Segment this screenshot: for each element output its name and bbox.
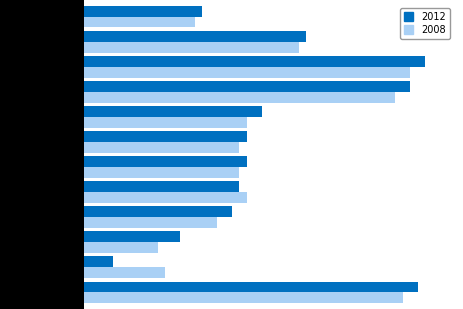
Bar — [83, 192, 246, 203]
Bar — [83, 6, 202, 17]
Bar — [83, 267, 165, 278]
Bar — [83, 231, 180, 242]
Bar — [83, 281, 417, 292]
Bar — [83, 256, 113, 267]
Bar — [83, 167, 239, 178]
Bar — [83, 56, 424, 67]
Bar — [83, 106, 261, 117]
Bar — [83, 42, 298, 53]
Bar — [83, 17, 194, 28]
Bar — [83, 156, 246, 167]
Bar — [83, 142, 239, 153]
Bar — [83, 292, 402, 303]
Bar — [83, 181, 239, 192]
Bar — [83, 81, 409, 92]
Bar — [83, 206, 232, 217]
Bar — [83, 131, 246, 142]
Bar — [83, 92, 394, 103]
Legend: 2012, 2008: 2012, 2008 — [399, 8, 449, 39]
Bar — [83, 242, 157, 253]
Bar — [83, 67, 409, 78]
Bar — [83, 217, 217, 228]
Bar — [83, 31, 306, 42]
Bar — [83, 117, 246, 128]
